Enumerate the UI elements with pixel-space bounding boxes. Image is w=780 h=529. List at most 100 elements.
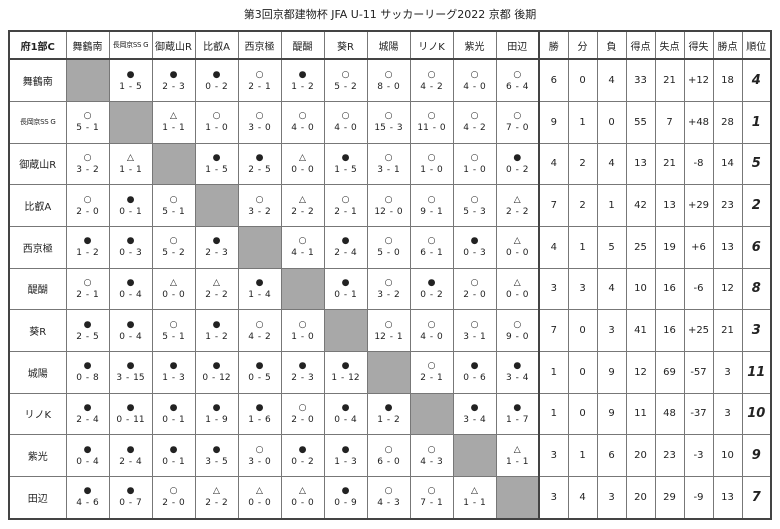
result-score: 5 - 2: [334, 81, 357, 92]
result-cell: ○ 3 - 1: [366, 142, 411, 186]
stat-header: 失点: [654, 30, 685, 60]
result-score: 3 - 1: [463, 331, 486, 342]
result-cell: ● 0 - 1: [108, 184, 153, 227]
result-cell: ○ 12 - 0: [366, 184, 411, 227]
result-mark: ●: [470, 361, 479, 372]
result-mark: ●: [169, 361, 178, 372]
result-score: 0 - 2: [205, 81, 228, 92]
result-cell: ○ 4 - 2: [409, 58, 454, 102]
result-mark: ○: [470, 69, 479, 80]
result-cell: ● 0 - 2: [409, 267, 454, 311]
result-score: 6 - 0: [377, 456, 400, 467]
result-score: 5 - 2: [162, 248, 185, 259]
rank-cell: 3: [741, 309, 772, 352]
result-score: 6 - 1: [420, 248, 443, 259]
result-mark: ○: [384, 152, 393, 163]
result-mark: ●: [169, 402, 178, 413]
result-score: 2 - 1: [248, 81, 271, 92]
result-score: 3 - 2: [248, 206, 271, 217]
stat-cell: -6: [683, 267, 714, 311]
result-score: 1 - 0: [205, 123, 228, 134]
result-cell: ● 0 - 4: [65, 434, 110, 477]
result-mark: ●: [126, 236, 135, 247]
result-cell: ● 0 - 11: [108, 392, 153, 436]
stat-cell: 13: [625, 142, 656, 186]
result-mark: ●: [341, 486, 350, 497]
team-header: 長岡京SS G: [108, 30, 153, 60]
result-mark: ●: [212, 69, 221, 80]
team-name: 御蔵山R: [8, 142, 67, 186]
result-mark: ●: [513, 361, 522, 372]
result-score: 7 - 0: [506, 123, 529, 134]
result-cell: ● 1 - 3: [323, 434, 368, 477]
result-cell: ● 3 - 5: [194, 434, 239, 477]
result-score: 0 - 2: [291, 456, 314, 467]
self-cell: [237, 225, 282, 269]
result-mark: ●: [255, 361, 264, 372]
self-cell: [323, 309, 368, 352]
result-score: 1 - 9: [205, 414, 228, 425]
result-cell: △ 2 - 2: [280, 184, 325, 227]
result-score: 0 - 0: [506, 289, 529, 300]
result-score: 7 - 1: [420, 498, 443, 509]
result-mark: ●: [126, 69, 135, 80]
result-mark: ●: [83, 486, 92, 497]
stat-cell: 0: [567, 309, 598, 352]
team-name: 舞鶴南: [8, 58, 67, 102]
result-score: 5 - 1: [162, 206, 185, 217]
result-score: 1 - 2: [205, 331, 228, 342]
result-score: 0 - 9: [334, 498, 357, 509]
team-row: リノK ● 2 - 4 ● 0 - 11 ● 0 - 1 ● 1 - 9 ● 1 - 6 ○ 2 - 0…: [8, 392, 772, 436]
team-header: 田辺: [495, 30, 540, 60]
stat-cell: 4: [596, 142, 627, 186]
result-mark: ●: [341, 361, 350, 372]
stat-header: 勝点: [712, 30, 743, 60]
result-mark: ○: [169, 236, 178, 247]
result-mark: ●: [341, 236, 350, 247]
result-mark: ●: [126, 402, 135, 413]
result-cell: ○ 2 - 1: [323, 184, 368, 227]
result-score: 1 - 0: [291, 331, 314, 342]
result-cell: ● 0 - 1: [151, 434, 196, 477]
result-mark: ○: [427, 69, 436, 80]
stat-cell: 4: [567, 475, 598, 520]
result-cell: ● 2 - 4: [65, 392, 110, 436]
result-cell: ● 0 - 3: [452, 225, 497, 269]
result-mark: △: [299, 486, 306, 497]
stat-header: 得点: [625, 30, 656, 60]
result-mark: ○: [470, 152, 479, 163]
stat-cell: 14: [712, 142, 743, 186]
result-score: 1 - 2: [377, 414, 400, 425]
result-score: 3 - 0: [248, 123, 271, 134]
result-mark: △: [471, 486, 478, 497]
result-mark: ○: [427, 111, 436, 122]
result-cell: ○ 6 - 4: [495, 58, 540, 102]
result-score: 3 - 4: [506, 373, 529, 384]
result-score: 1 - 6: [248, 414, 271, 425]
stat-cell: 3: [596, 309, 627, 352]
result-mark: ●: [255, 152, 264, 163]
result-mark: △: [299, 194, 306, 205]
result-mark: ●: [126, 277, 135, 288]
result-cell: ○ 1 - 0: [409, 142, 454, 186]
result-cell: ● 2 - 3: [194, 225, 239, 269]
result-cell: ○ 12 - 1: [366, 309, 411, 352]
stat-cell: 9: [596, 392, 627, 436]
result-cell: ● 0 - 1: [323, 267, 368, 311]
result-score: 4 - 2: [248, 331, 271, 342]
stat-cell: 7: [538, 184, 569, 227]
result-score: 1 - 12: [331, 373, 360, 384]
result-cell: ○ 9 - 0: [495, 309, 540, 352]
result-mark: ●: [341, 444, 350, 455]
result-score: 2 - 0: [162, 498, 185, 509]
result-mark: ●: [83, 236, 92, 247]
result-cell: ○ 1 - 0: [452, 142, 497, 186]
stat-cell: 12: [625, 350, 656, 394]
rank-cell: 4: [741, 58, 772, 102]
result-cell: ● 2 - 5: [65, 309, 110, 352]
result-cell: ● 1 - 12: [323, 350, 368, 394]
result-score: 3 - 4: [463, 414, 486, 425]
self-cell: [194, 184, 239, 227]
result-mark: ○: [298, 402, 307, 413]
result-score: 1 - 1: [506, 456, 529, 467]
